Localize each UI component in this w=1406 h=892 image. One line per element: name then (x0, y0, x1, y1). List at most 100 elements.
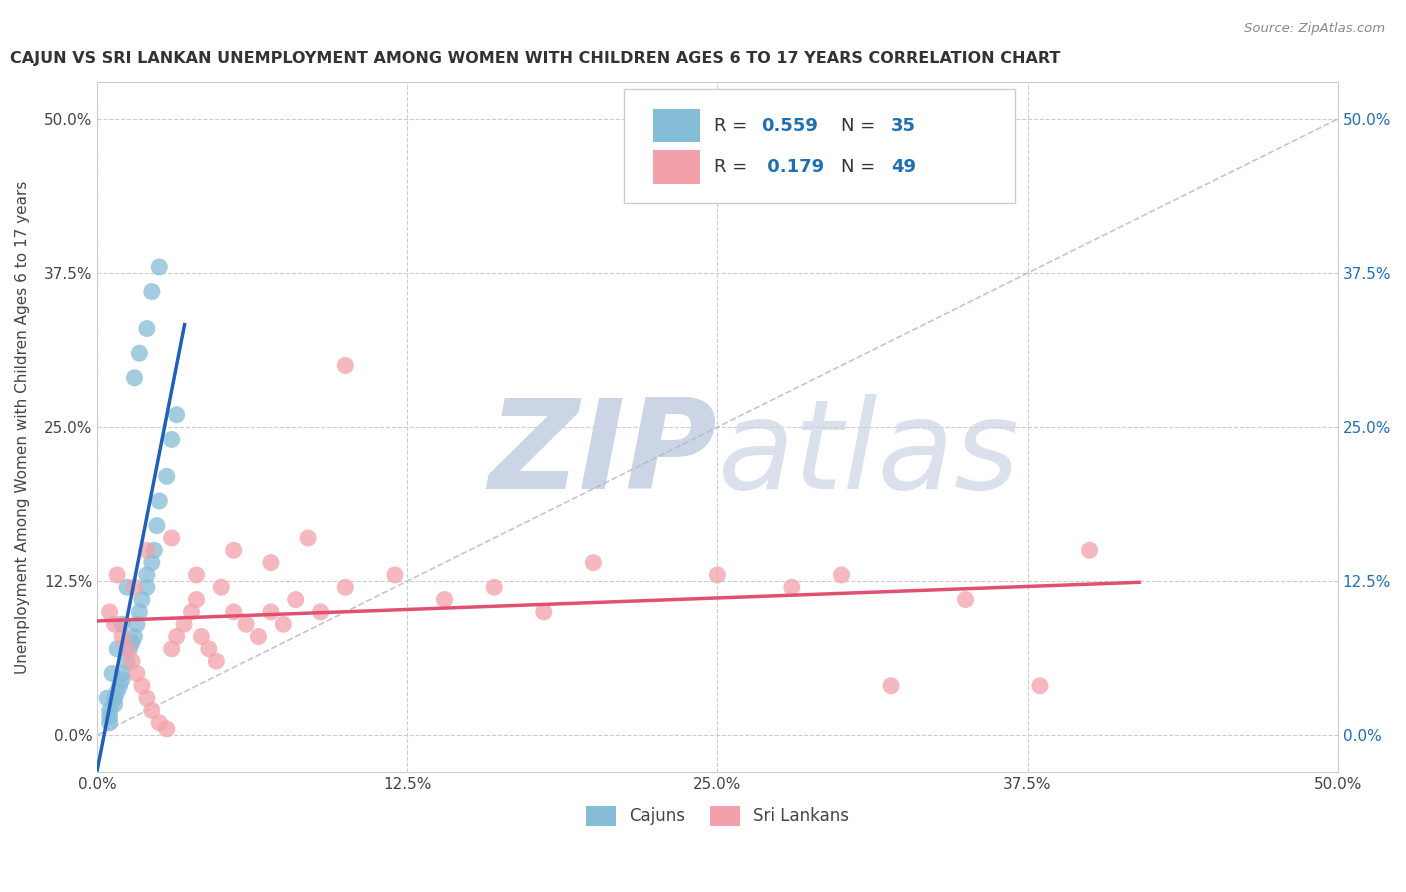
Point (156, 469, 179, 483)
Point (166, 630, 188, 644)
Point (1029, 679, 1052, 693)
Point (98, 715, 121, 730)
Point (198, 641, 221, 656)
Point (180, 605, 202, 619)
Point (104, 698, 127, 712)
Point (148, 494, 170, 508)
Text: Source: ZipAtlas.com: Source: ZipAtlas.com (1244, 22, 1385, 36)
Point (533, 605, 555, 619)
Text: 35: 35 (891, 117, 917, 135)
Point (297, 531, 319, 545)
Point (105, 568, 128, 582)
Point (115, 641, 138, 656)
Point (125, 666, 148, 681)
Text: atlas: atlas (717, 394, 1019, 516)
FancyBboxPatch shape (624, 89, 1015, 202)
Text: N =: N = (841, 158, 876, 176)
Point (124, 371, 146, 385)
Point (160, 433, 183, 447)
Point (160, 641, 183, 656)
Point (955, 592, 977, 607)
Point (235, 617, 257, 632)
Point (141, 703, 163, 717)
Point (111, 673, 134, 687)
Point (160, 531, 183, 545)
Point (830, 568, 852, 582)
Point (582, 556, 605, 570)
Point (335, 359, 357, 373)
Point (104, 691, 127, 706)
Point (135, 691, 157, 706)
Point (135, 321, 157, 335)
Point (98, 605, 121, 619)
Point (335, 580, 357, 594)
Point (131, 679, 153, 693)
Point (124, 580, 146, 594)
Point (260, 605, 283, 619)
Point (222, 605, 245, 619)
Point (135, 568, 157, 582)
Point (115, 580, 138, 594)
Text: R =: R = (714, 158, 747, 176)
Point (186, 568, 208, 582)
Point (111, 630, 134, 644)
Point (205, 654, 228, 668)
Point (141, 285, 163, 299)
Point (706, 568, 728, 582)
Point (780, 580, 803, 594)
Point (128, 605, 150, 619)
Point (115, 654, 138, 668)
Text: R =: R = (714, 117, 747, 135)
Legend: Cajuns, Sri Lankans: Cajuns, Sri Lankans (579, 799, 856, 833)
Point (135, 543, 157, 558)
Point (209, 580, 232, 594)
FancyBboxPatch shape (652, 151, 700, 184)
Point (271, 617, 294, 632)
Point (148, 715, 170, 730)
Point (124, 630, 146, 644)
Point (101, 666, 124, 681)
Point (284, 592, 307, 607)
Point (111, 617, 134, 632)
Point (222, 543, 245, 558)
Point (190, 630, 212, 644)
Text: N =: N = (841, 117, 876, 135)
Point (121, 636, 143, 650)
Point (98, 703, 121, 717)
Point (98, 709, 121, 723)
Point (880, 679, 903, 693)
Point (260, 556, 283, 570)
Point (135, 580, 157, 594)
Text: ZIP: ZIP (489, 394, 717, 516)
Point (118, 641, 141, 656)
Point (105, 641, 128, 656)
Point (125, 617, 148, 632)
Point (96, 691, 118, 706)
Point (433, 592, 456, 607)
Text: 49: 49 (891, 158, 917, 176)
Text: CAJUN VS SRI LANKAN UNEMPLOYMENT AMONG WOMEN WITH CHILDREN AGES 6 TO 17 YEARS CO: CAJUN VS SRI LANKAN UNEMPLOYMENT AMONG W… (10, 51, 1060, 66)
Point (186, 592, 208, 607)
Point (1078, 543, 1101, 558)
Point (141, 556, 163, 570)
Point (108, 679, 131, 693)
Point (146, 518, 169, 533)
Point (247, 630, 270, 644)
Point (166, 408, 188, 422)
Point (128, 346, 150, 360)
Point (156, 722, 179, 736)
Point (148, 260, 170, 274)
Point (143, 543, 166, 558)
FancyBboxPatch shape (652, 109, 700, 142)
Text: 0.559: 0.559 (761, 117, 818, 135)
Point (131, 592, 153, 607)
Point (111, 666, 134, 681)
Text: 0.179: 0.179 (761, 158, 824, 176)
Y-axis label: Unemployment Among Women with Children Ages 6 to 17 years: Unemployment Among Women with Children A… (15, 180, 30, 673)
Point (309, 605, 332, 619)
Point (105, 685, 128, 699)
Point (173, 617, 195, 632)
Point (384, 568, 406, 582)
Point (482, 580, 505, 594)
Point (104, 617, 127, 632)
